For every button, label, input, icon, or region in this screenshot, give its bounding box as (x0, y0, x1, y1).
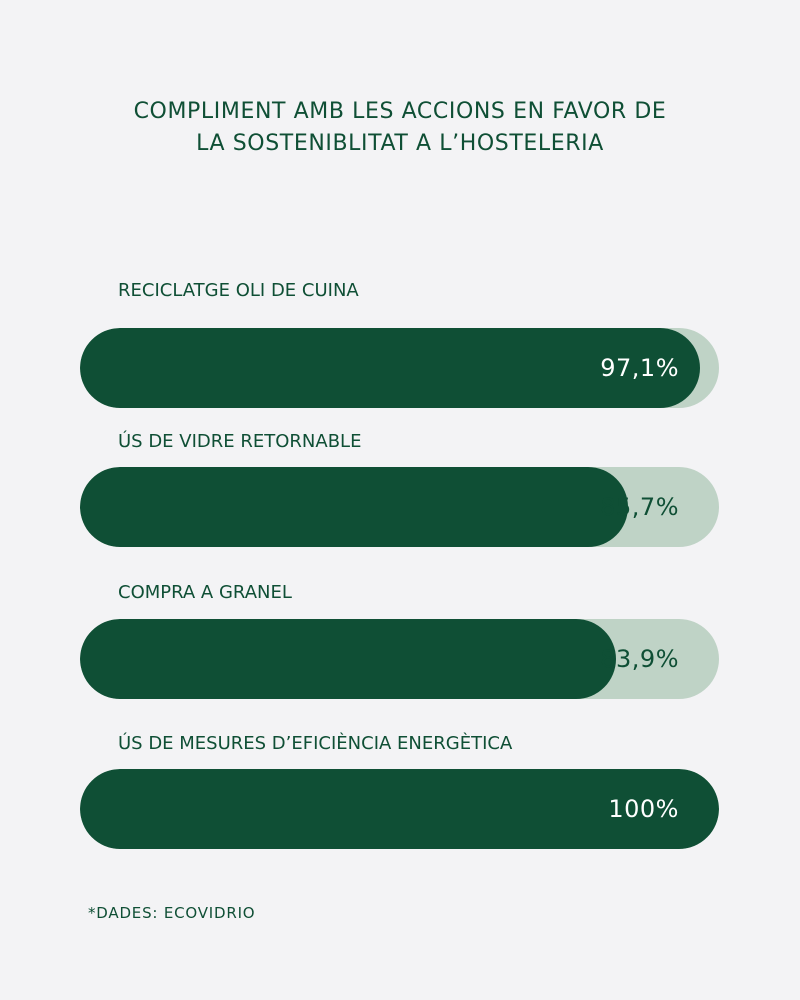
bar-value-returnable-glass: 85,7% (600, 493, 679, 521)
bar-fill-returnable-glass (80, 467, 628, 547)
bar-fill-cooking-oil (80, 328, 700, 408)
bar-track-energy-efficiency: 100% (80, 769, 719, 849)
chart-title-line-1: COMPLIMENT AMB LES ACCIONS EN FAVOR DE (133, 99, 667, 124)
bar-fill-energy-efficiency (80, 769, 719, 849)
bar-label-bulk-purchase: COMPRA A GRANEL (118, 582, 292, 603)
bar-label-cooking-oil: RECICLATGE OLI DE CUINA (118, 280, 359, 301)
bar-track-returnable-glass: 85,7% (80, 467, 719, 547)
bar-track-bulk-purchase: 83,9% (80, 619, 719, 699)
chart-title-line-2: LA SOSTENIBLITAT A L’HOSTELERIA (196, 131, 604, 156)
chart-title: COMPLIMENT AMB LES ACCIONS EN FAVOR DE L… (0, 96, 800, 160)
bar-fill-bulk-purchase (80, 619, 616, 699)
bar-label-returnable-glass: ÚS DE VIDRE RETORNABLE (118, 431, 362, 452)
bar-track-cooking-oil: 97,1% (80, 328, 719, 408)
bar-value-cooking-oil: 97,1% (600, 354, 679, 382)
bar-label-energy-efficiency: ÚS DE MESURES D’EFICIÈNCIA ENERGÈTICA (118, 733, 513, 754)
bar-value-bulk-purchase: 83,9% (600, 645, 679, 673)
bar-value-energy-efficiency: 100% (608, 795, 679, 823)
data-source-note: *DADES: ECOVIDRIO (88, 904, 256, 922)
